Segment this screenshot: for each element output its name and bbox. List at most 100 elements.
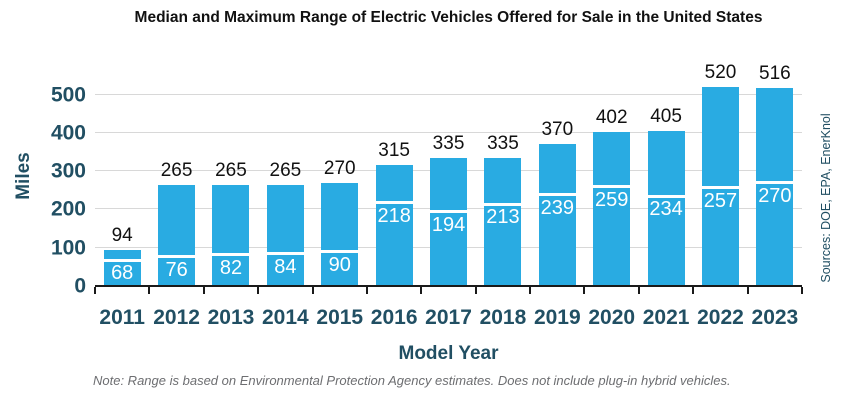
bar-2012: 265 76 xyxy=(158,161,196,286)
median-marker-2013 xyxy=(212,253,250,257)
median-marker-2020 xyxy=(593,185,631,189)
x-tick xyxy=(692,287,695,294)
x-tick xyxy=(746,287,749,294)
median-range-label-2015: 90 xyxy=(328,253,351,276)
bar-group-2021: 405 234 xyxy=(639,60,693,286)
y-tick-label-300: 300 xyxy=(50,159,86,183)
max-range-label-2018: 335 xyxy=(487,132,519,154)
bar-2020: 402 259 xyxy=(593,108,631,286)
bar-group-2019: 370 239 xyxy=(530,60,584,286)
x-tick-label-2014: 2014 xyxy=(262,306,309,329)
x-tick-label-2019: 2019 xyxy=(533,306,581,329)
max-range-label-2013: 265 xyxy=(215,159,247,181)
gridline-400 xyxy=(95,131,802,133)
x-tick-label-2018: 2018 xyxy=(479,306,527,329)
plot-area: 94 68 265 76 265 82 265 84 270 90 315 218 335 194 335 2… xyxy=(95,60,802,286)
max-range-label-2011: 94 xyxy=(111,225,133,246)
median-marker-2011 xyxy=(103,258,141,262)
bar-2018: 335 213 xyxy=(484,134,522,286)
bar-2016: 315 218 xyxy=(375,141,413,286)
bar-group-2011: 94 68 xyxy=(95,60,149,286)
median-marker-2021 xyxy=(647,194,685,198)
chart-title: Median and Maximum Range of Electric Veh… xyxy=(134,9,763,26)
bar-2023: 516 270 xyxy=(756,64,794,286)
max-range-label-2019: 370 xyxy=(541,119,574,141)
median-marker-2018 xyxy=(484,202,522,206)
median-range-label-2014: 84 xyxy=(274,255,297,278)
bar-2011: 94 68 xyxy=(103,226,141,286)
median-marker-2019 xyxy=(538,193,576,196)
x-tick xyxy=(420,287,423,294)
y-tick-label-500: 500 xyxy=(50,83,86,106)
y-tick-label-100: 100 xyxy=(50,236,86,260)
bar-2022: 520 257 xyxy=(701,63,739,286)
x-axis-baseline xyxy=(95,285,802,287)
x-tick-label-2021: 2021 xyxy=(642,306,690,329)
bar-group-2017: 335 194 xyxy=(421,60,475,286)
x-tick-label-2013: 2013 xyxy=(207,306,255,329)
median-range-label-2013: 82 xyxy=(219,256,243,279)
y-axis-title: Miles xyxy=(13,152,34,200)
max-range-label-2020: 402 xyxy=(595,107,628,128)
x-tick-label-2023: 2023 xyxy=(751,306,799,329)
x-tick-label-2012: 2012 xyxy=(153,306,200,329)
x-tick-label-2015: 2015 xyxy=(316,306,364,329)
x-axis-title: Model Year xyxy=(398,343,499,364)
x-axis-labels: 2011 2012 2013 2014 2015 2016 2017 2018 2019 2020… xyxy=(95,306,802,329)
median-range-label-2016: 218 xyxy=(377,204,411,227)
x-tick xyxy=(94,287,96,294)
y-tick-label-400: 400 xyxy=(50,121,86,145)
bar-group-2014: 265 84 xyxy=(258,60,312,286)
x-tick-label-2016: 2016 xyxy=(370,306,418,329)
median-marker-2016 xyxy=(375,201,413,204)
x-tick xyxy=(202,287,205,294)
x-tick xyxy=(529,287,532,294)
x-tick xyxy=(801,287,803,294)
median-range-label-2021: 234 xyxy=(649,198,683,221)
median-range-label-2011: 68 xyxy=(111,262,134,284)
bar-group-2022: 520 257 xyxy=(693,60,747,286)
median-range-label-2012: 76 xyxy=(165,258,188,281)
median-range-label-2017: 194 xyxy=(431,213,466,236)
x-axis-ticks xyxy=(94,287,803,295)
bar-2015: 270 90 xyxy=(321,159,359,286)
bar-2014: 265 84 xyxy=(266,161,304,286)
gridline-500 xyxy=(95,93,802,95)
median-marker-2022 xyxy=(701,186,739,190)
bar-2021: 405 234 xyxy=(647,107,685,286)
median-range-label-2022: 257 xyxy=(703,189,738,212)
median-marker-2012 xyxy=(158,255,196,259)
y-tick-label-200: 200 xyxy=(50,197,86,221)
median-marker-2017 xyxy=(430,210,468,214)
bars-container: 94 68 265 76 265 82 265 84 270 90 315 218 335 194 335 2… xyxy=(95,60,802,286)
y-axis: 0 100 200 300 400 500 xyxy=(20,60,86,297)
max-range-label-2012: 265 xyxy=(160,159,193,181)
x-tick xyxy=(311,287,314,294)
bar-group-2015: 270 90 xyxy=(313,60,367,286)
x-tick xyxy=(474,287,477,294)
x-tick xyxy=(637,287,640,294)
y-tick-label-0: 0 xyxy=(74,274,86,298)
median-marker-2023 xyxy=(756,181,794,185)
bar-group-2016: 315 218 xyxy=(367,60,421,286)
x-tick xyxy=(583,287,586,294)
bar-group-2020: 402 259 xyxy=(585,60,639,286)
x-tick-label-2022: 2022 xyxy=(697,306,744,329)
max-range-label-2017: 335 xyxy=(432,132,465,154)
median-marker-2014 xyxy=(266,252,304,256)
x-tick-label-2017: 2017 xyxy=(425,306,472,329)
x-tick-label-2020: 2020 xyxy=(588,306,636,329)
bar-group-2012: 265 76 xyxy=(149,60,203,286)
x-tick xyxy=(148,287,151,294)
median-marker-2015 xyxy=(321,250,359,253)
median-range-label-2020: 259 xyxy=(595,188,629,211)
max-range-label-2021: 405 xyxy=(650,105,682,127)
x-tick xyxy=(365,287,368,294)
x-tick-label-2011: 2011 xyxy=(99,306,145,329)
x-tick xyxy=(257,287,260,294)
bar-group-2018: 335 213 xyxy=(476,60,530,286)
chart-note: Note: Range is based on Environmental Pr… xyxy=(93,373,731,388)
max-range-label-2023: 516 xyxy=(759,63,791,85)
bar-group-2013: 265 82 xyxy=(204,60,258,286)
median-range-label-2018: 213 xyxy=(486,206,520,229)
